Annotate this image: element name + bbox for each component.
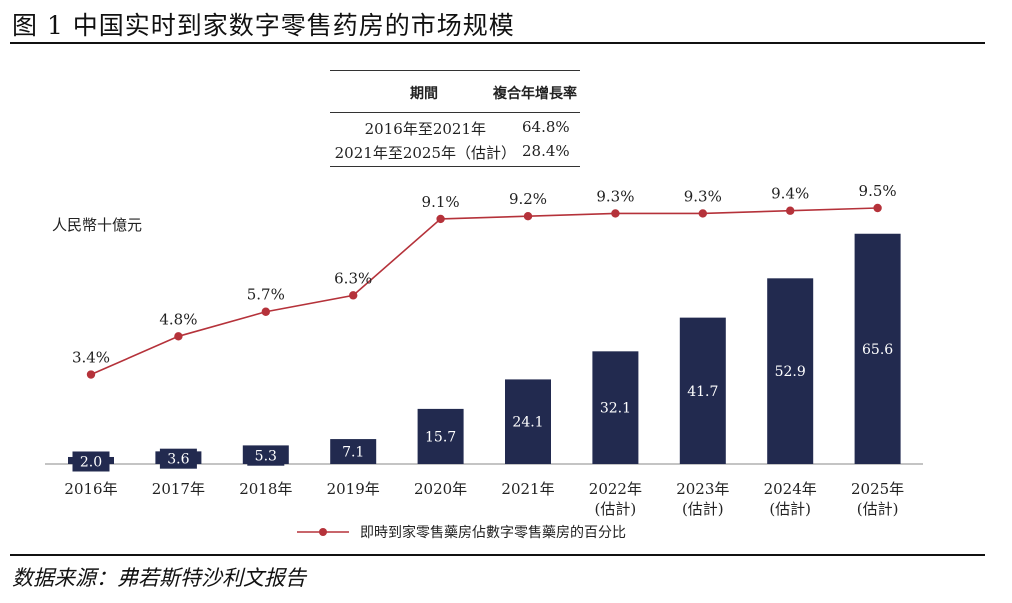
bar <box>767 278 814 464</box>
bar-label-background <box>72 451 110 472</box>
cagr-row-2-rate: 28.4% <box>522 142 570 160</box>
line-value-label: 9.2% <box>509 190 547 208</box>
x-tick-sublabel: (估計) <box>682 500 724 518</box>
line-point <box>436 214 445 224</box>
cagr-row-1-period: 2016年至2021年 <box>364 120 486 138</box>
line-point <box>523 211 533 221</box>
title-rule <box>10 42 985 44</box>
x-tick-label: 2022年 <box>589 480 642 498</box>
bar-value-label: 2.0 <box>80 454 102 470</box>
source-note: 数据来源：弗若斯特沙利文报告 <box>12 566 306 590</box>
cagr-table-top-rule <box>330 70 580 71</box>
line-value-label: 9.3% <box>684 187 722 205</box>
cagr-header-period: 期間 <box>410 86 438 102</box>
line-value-label: 3.4% <box>72 349 110 367</box>
x-tick-label: 2024年 <box>764 480 817 498</box>
x-tick-sublabel: (估計) <box>857 500 899 518</box>
x-tick-label: 2016年 <box>64 480 117 498</box>
percentage-line <box>90 207 878 376</box>
x-tick-label: 2019年 <box>327 480 380 498</box>
bar <box>330 439 377 464</box>
x-tick-label: 2018年 <box>239 480 292 498</box>
bar-value-label: 5.3 <box>255 449 277 465</box>
line-value-label: 9.5% <box>859 182 897 200</box>
line-value-label: 9.1% <box>422 193 460 211</box>
x-tick-label: 2023年 <box>676 480 729 498</box>
bar <box>417 408 464 464</box>
figure-title: 图 1 中国实时到家数字零售药房的市场规模 <box>12 11 515 40</box>
legend-marker <box>319 528 327 536</box>
line-point <box>261 307 270 316</box>
x-tick-sublabel: (估計) <box>595 500 637 518</box>
bar <box>679 317 726 464</box>
bar <box>854 233 901 464</box>
line-point <box>174 332 183 341</box>
cagr-row-1-rate: 64.8% <box>522 118 570 136</box>
bar <box>592 351 639 464</box>
x-tick-label: 2025年 <box>851 480 904 498</box>
line-point <box>786 206 795 215</box>
bar-label-background <box>247 445 285 466</box>
line-point <box>698 209 707 218</box>
line-value-label: 9.4% <box>771 185 809 203</box>
line-point <box>611 209 620 218</box>
line-value-label: 5.7% <box>247 286 285 304</box>
x-tick-label: 2017年 <box>152 480 205 498</box>
bar-value-label: 41.7 <box>687 384 718 400</box>
line-value-label: 9.3% <box>596 187 634 205</box>
bar <box>505 379 551 464</box>
bar-value-label: 52.9 <box>775 364 806 380</box>
cagr-row-2-period: 2021年至2025年（估計） <box>334 144 516 162</box>
cagr-table-header-rule <box>330 112 580 113</box>
bar-value-label: 32.1 <box>600 401 631 417</box>
line-value-label: 4.8% <box>159 310 197 328</box>
bar-value-label: 7.1 <box>342 445 364 461</box>
line-value-label: 6.3% <box>334 269 372 287</box>
x-tick-sublabel: (估計) <box>769 500 811 518</box>
legend-label: 即時到家零售藥房佔數字零售藥房的百分比 <box>360 524 626 541</box>
cagr-header-rate: 複合年增長率 <box>493 86 577 102</box>
bar-value-label: 24.1 <box>512 415 543 431</box>
cagr-table-bottom-rule <box>330 166 580 167</box>
line-point <box>349 291 358 300</box>
bar-value-label: 15.7 <box>425 429 456 445</box>
unit-label: 人民幣十億元 <box>52 216 143 234</box>
x-tick-label: 2020年 <box>414 480 467 498</box>
source-rule <box>10 554 985 556</box>
bar-value-label: 65.6 <box>862 342 893 358</box>
bar-value-label: 3.6 <box>167 452 189 468</box>
line-point <box>86 370 96 379</box>
bar-label-background <box>159 448 197 469</box>
line-point <box>873 203 882 213</box>
x-tick-label: 2021年 <box>501 480 554 498</box>
